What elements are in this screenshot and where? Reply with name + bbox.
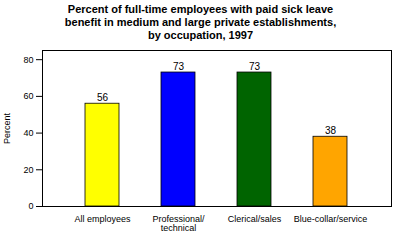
svg-text:73: 73 bbox=[173, 61, 185, 72]
svg-text:20: 20 bbox=[23, 165, 33, 175]
svg-text:60: 60 bbox=[23, 91, 33, 101]
svg-text:73: 73 bbox=[249, 61, 261, 72]
svg-text:0: 0 bbox=[28, 201, 33, 211]
svg-text:38: 38 bbox=[325, 125, 337, 136]
svg-text:80: 80 bbox=[23, 55, 33, 65]
svg-text:Percent: Percent bbox=[2, 112, 12, 144]
html-text:Percent of full-time employees: Percent of full-time employees with paid… bbox=[64, 3, 337, 41]
svg-text:All employees: All employees bbox=[74, 214, 131, 224]
svg-text:Professional/technical: Professional/technical bbox=[152, 214, 205, 233]
svg-text:Blue-collar/service: Blue-collar/service bbox=[294, 214, 368, 224]
svg-text:Clerical/sales: Clerical/sales bbox=[228, 214, 282, 224]
svg-text:40: 40 bbox=[23, 128, 33, 138]
svg-text:56: 56 bbox=[97, 92, 109, 103]
